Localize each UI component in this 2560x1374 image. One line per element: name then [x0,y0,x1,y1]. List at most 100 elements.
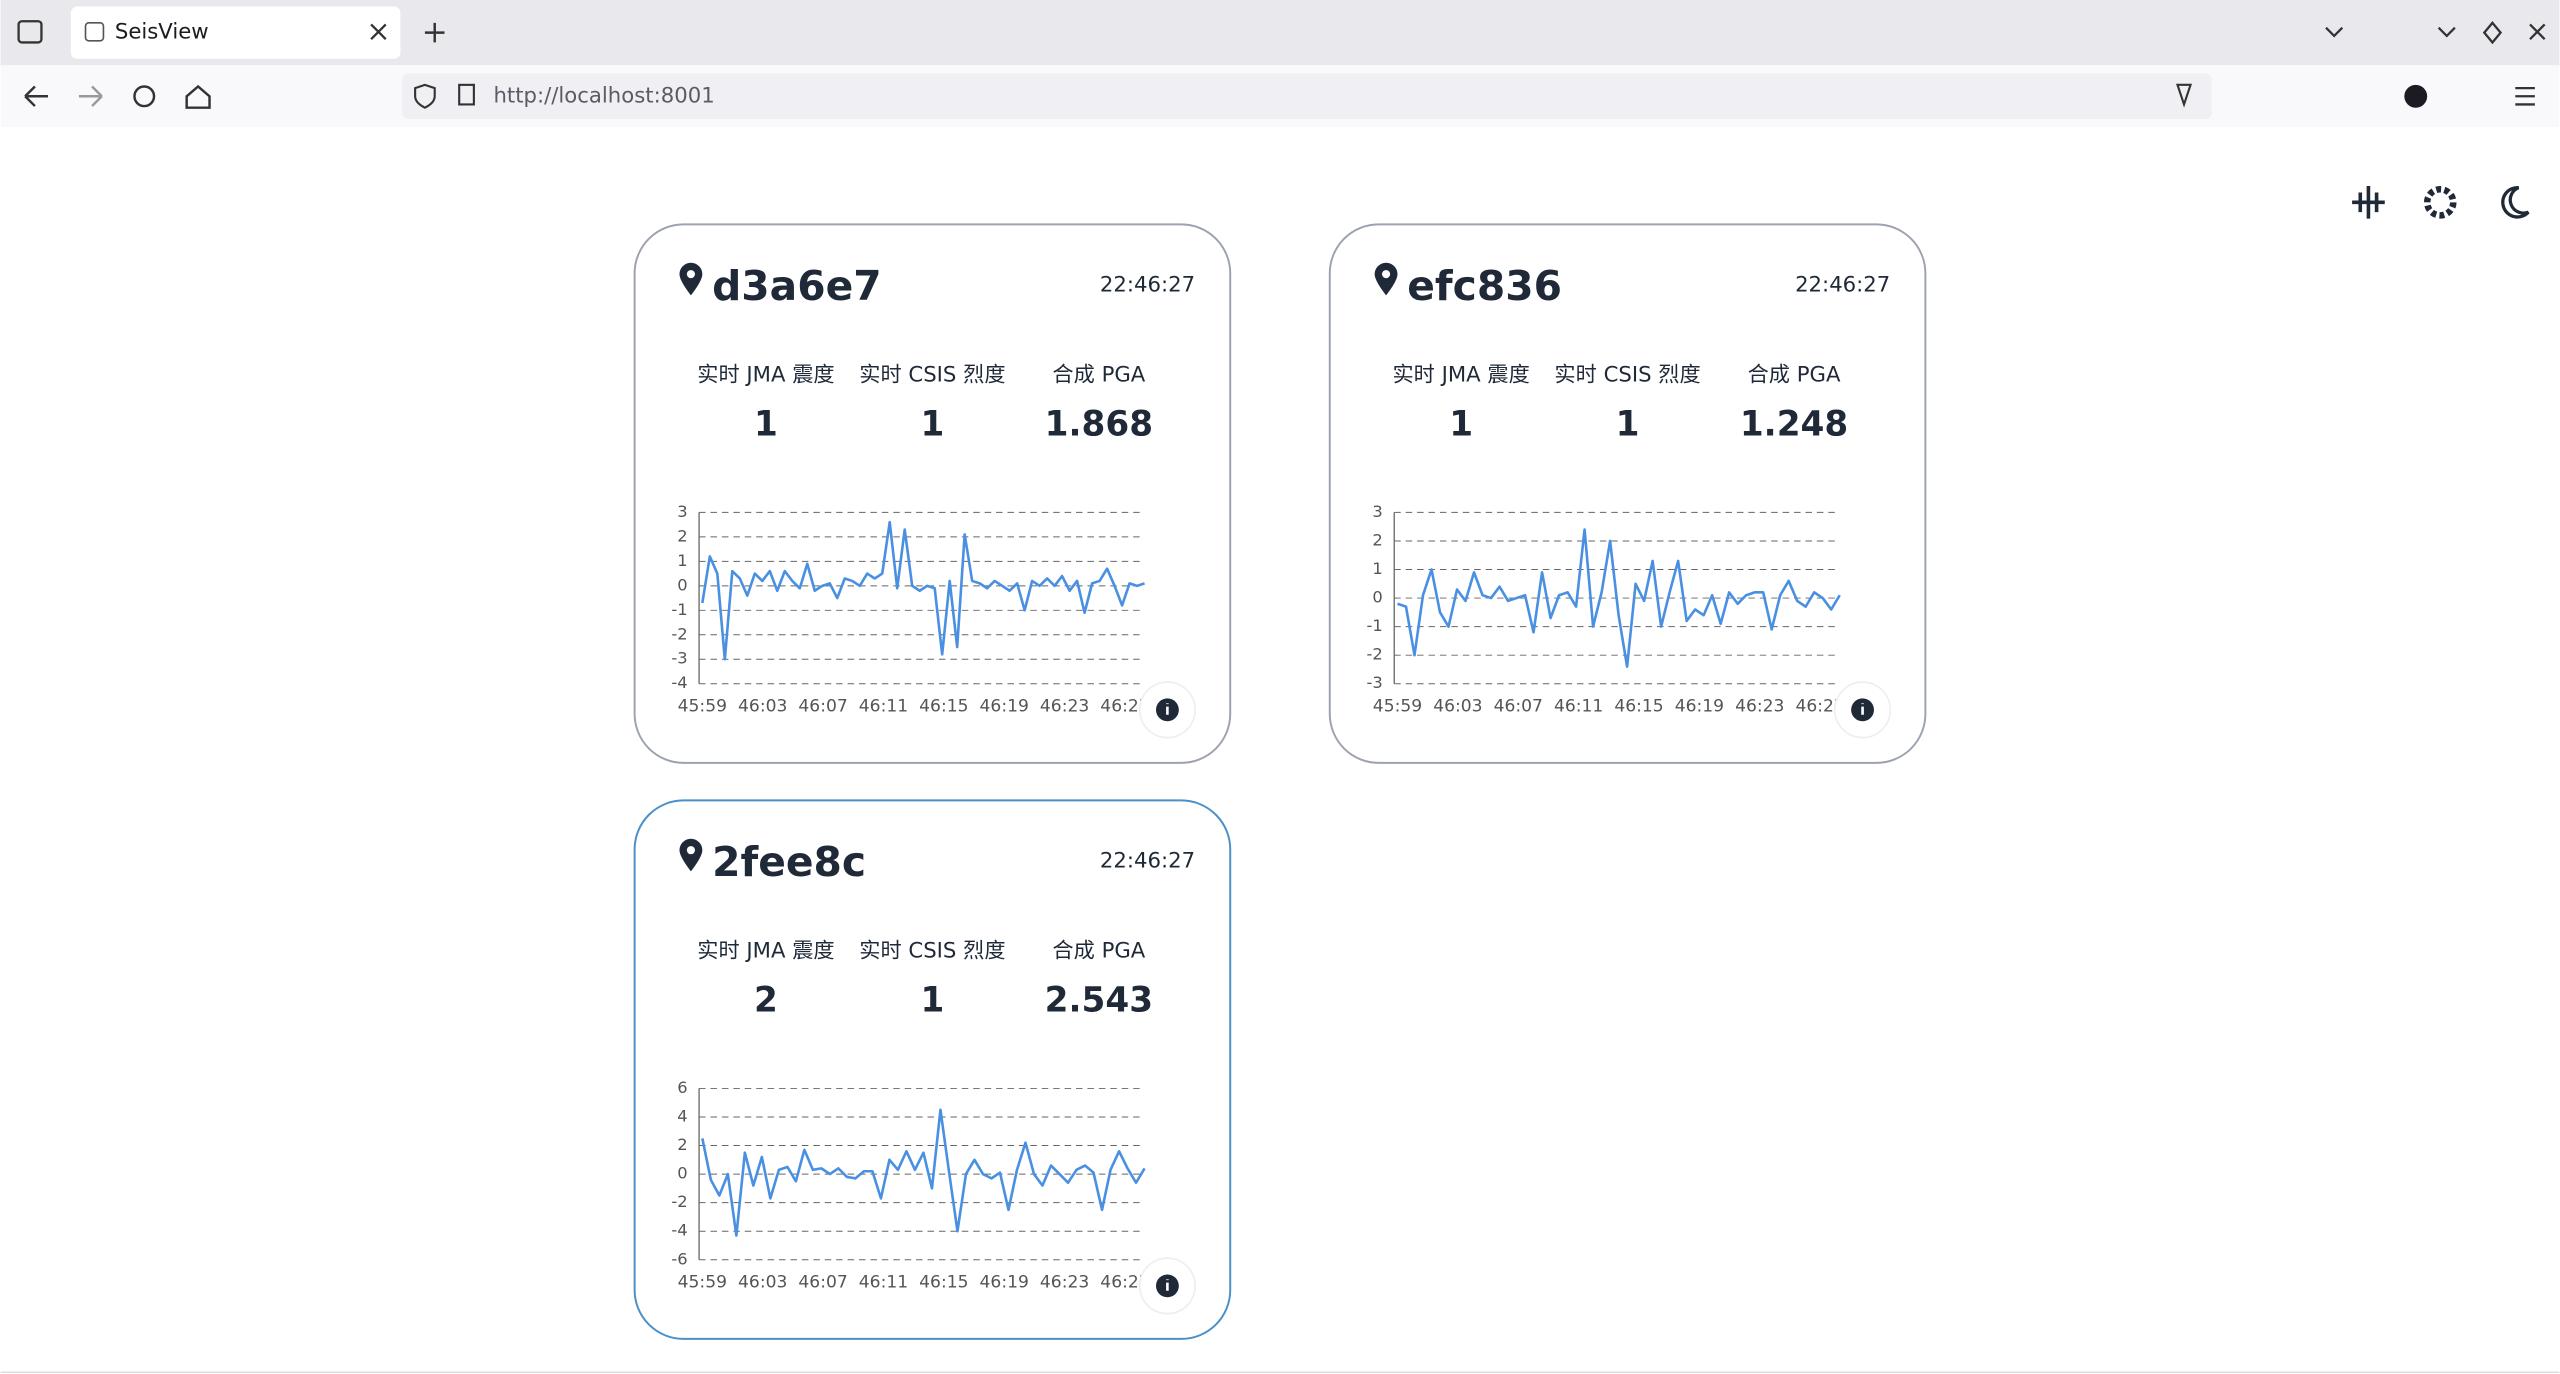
x-tick-label: 45:59 [678,697,727,717]
x-tick-label: 46:03 [738,697,787,717]
update-time: 22:46:27 [1100,273,1195,298]
y-tick-label: 4 [677,1106,687,1125]
dark-mode-icon[interactable] [2501,186,2530,219]
x-tick-label: 46:07 [798,697,847,717]
y-tick-label: -3 [1367,673,1383,692]
y-tick-label: -2 [671,1192,687,1211]
window-buttons[interactable] [2482,21,2546,45]
y-tick-label: -2 [1367,645,1383,664]
metric-label: 实时 CSIS 烈度 [859,362,1005,387]
update-time: 22:46:27 [1795,273,1890,298]
metric-label: 合成 PGA [1052,362,1145,387]
metric-value: 1 [1449,404,1473,444]
y-tick-label: -1 [1367,616,1383,635]
metric-value: 1.868 [1045,404,1153,444]
y-tick-label: 2 [1372,530,1382,549]
x-tick-label: 46:27 [1100,697,1149,717]
metric-label: 实时 JMA 震度 [697,362,834,387]
favicon [84,22,105,42]
window-controls[interactable] [2325,26,2456,38]
waveform-line [1397,528,1841,668]
y-tick-label: 3 [1372,502,1382,521]
metric-value: 1 [920,980,944,1020]
location-pin [679,262,703,296]
x-tick-label: 46:19 [980,1273,1029,1293]
tab-title: SeisView [115,20,209,45]
x-tick-label: 46:19 [980,697,1029,717]
tab-close[interactable] [370,23,387,40]
y-tick-label: 1 [677,551,687,570]
location-pin-hole [686,270,695,279]
bookmark-star[interactable] [2176,83,2193,108]
metric-label: 合成 PGA [1748,362,1841,387]
x-tick-label: 46:11 [859,1273,908,1293]
metric-label: 合成 PGA [1052,938,1145,963]
url-text[interactable]: http://localhost:8001 [493,83,714,108]
x-tick-label: 45:59 [1373,697,1422,717]
location-pin-hole [686,846,695,855]
x-tick-label: 46:07 [1494,697,1543,717]
waveform-line [701,1108,1146,1237]
station-card: 2fee8c 22:46:27 实时 JMA 震度 2 实时 CSIS 烈度 1 合成 PG… [633,799,1232,1340]
metric-label: 实时 JMA 震度 [1392,362,1529,387]
metric-value: 2.543 [1045,980,1153,1020]
metric-value: 2 [754,980,778,1020]
y-tick-label: 1 [1372,559,1382,578]
x-tick-label: 45:59 [678,1273,727,1293]
y-tick-label: -4 [671,1221,687,1240]
x-tick-label: 46:23 [1040,697,1089,717]
home-button[interactable] [185,84,211,109]
back-button[interactable] [24,85,48,107]
location-pin [1374,262,1398,296]
active-tab[interactable] [70,6,401,59]
x-tick-label: 46:23 [1040,1273,1089,1293]
y-tick-label: -6 [671,1249,687,1268]
x-tick-label: 46:11 [859,697,908,717]
x-tick-label: 46:27 [1795,697,1844,717]
menu-button[interactable] [2515,86,2535,106]
shield-icon[interactable] [414,83,436,109]
x-tick-label: 46:19 [1675,697,1724,717]
x-tick-label: 46:27 [1100,1273,1149,1293]
metric-label: 实时 CSIS 烈度 [1554,362,1700,387]
station-name: efc836 [1407,262,1562,310]
tab-list-icon[interactable] [17,20,43,44]
forward-button[interactable] [78,85,103,107]
metric-value: 1 [1616,404,1640,444]
waveform-line [701,520,1145,661]
y-tick-label: 0 [677,575,687,594]
y-tick-label: 0 [677,1164,687,1183]
settings-icon[interactable] [2423,186,2457,219]
update-time: 22:46:27 [1100,849,1195,874]
waveform-icon[interactable] [2352,186,2385,219]
metric-value: 1 [754,404,778,444]
account-icon[interactable] [2404,84,2428,108]
location-pin [679,838,703,872]
station-card: efc836 22:46:27 实时 JMA 震度 1 实时 CSIS 烈度 1 合成 PG… [1328,223,1927,764]
y-tick-label: -2 [671,624,687,643]
y-tick-label: -3 [671,649,687,668]
x-tick-label: 46:11 [1554,697,1603,717]
y-tick-label: 0 [1372,588,1382,607]
x-tick-label: 46:03 [1433,697,1482,717]
card-background [633,223,1232,764]
url-bar[interactable] [402,73,2212,120]
page-icon[interactable] [458,83,475,106]
y-tick-label: -4 [671,673,687,692]
metric-value: 1 [920,404,944,444]
y-tick-label: 2 [677,526,687,545]
station-name: d3a6e7 [712,262,881,310]
reload-button[interactable] [133,85,156,108]
location-pin-hole [1381,270,1391,279]
new-tab[interactable] [424,22,445,43]
x-tick-label: 46:15 [1614,697,1663,717]
y-tick-label: 6 [677,1078,687,1097]
metric-label: 实时 CSIS 烈度 [859,938,1005,963]
x-tick-label: 46:15 [919,1273,968,1293]
card-background [1328,223,1927,764]
metric-value: 1.248 [1740,404,1848,444]
x-tick-label: 46:23 [1735,697,1784,717]
card-background [633,799,1232,1340]
